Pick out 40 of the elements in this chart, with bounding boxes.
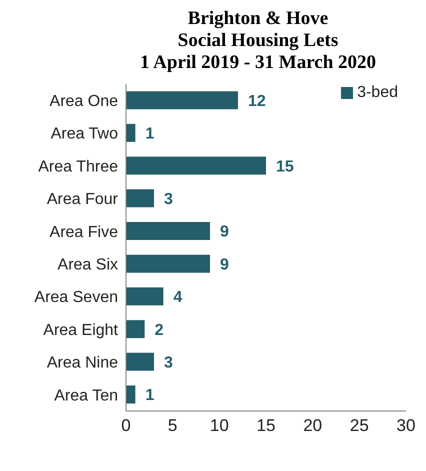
bar <box>126 222 210 240</box>
y-tick-label: Area Nine <box>46 354 118 372</box>
data-label: 3 <box>164 354 173 372</box>
data-label: 4 <box>173 289 182 306</box>
x-tick-label: 25 <box>350 416 369 436</box>
y-tick-label: Area Eight <box>43 322 119 339</box>
y-tick-label: Area Five <box>50 224 118 241</box>
bar <box>126 156 266 175</box>
data-label: 9 <box>220 224 229 241</box>
y-tick-label: Area Seven <box>34 289 118 306</box>
data-label: 1 <box>145 126 154 143</box>
data-label: 12 <box>248 92 266 110</box>
bar <box>126 287 164 306</box>
x-tick-label: 20 <box>303 416 322 436</box>
y-tick-label: Area Two <box>50 126 118 143</box>
data-label: 2 <box>154 322 164 339</box>
chart-subtitle: 1 April 2019 - 31 March 2020 <box>138 52 378 74</box>
bar <box>126 189 154 208</box>
bar <box>126 385 136 404</box>
y-tick-label: Area Three <box>38 158 118 176</box>
x-tick-label: 5 <box>168 416 178 436</box>
data-label: 3 <box>164 190 173 208</box>
chart-title: Brighton & Hove Social Housing Lets <box>178 8 338 51</box>
legend-label: 3-bed <box>357 84 398 101</box>
bar <box>126 254 210 273</box>
bar <box>126 320 145 338</box>
data-label: 15 <box>276 158 294 176</box>
y-tick-label: Area Six <box>58 256 118 274</box>
y-tick-label: Area Ten <box>54 387 118 404</box>
y-tick-label: Area One <box>50 93 118 110</box>
bar <box>126 352 154 371</box>
x-tick-label: 30 <box>396 416 416 436</box>
data-label: 1 <box>145 387 154 404</box>
x-tick-label: 10 <box>210 416 229 436</box>
y-tick-label: Area Four <box>46 191 119 208</box>
bar <box>126 124 136 142</box>
x-tick-label: 0 <box>121 416 131 436</box>
x-tick-label: 15 <box>256 416 276 436</box>
data-label: 9 <box>220 256 229 274</box>
bar <box>126 91 238 110</box>
